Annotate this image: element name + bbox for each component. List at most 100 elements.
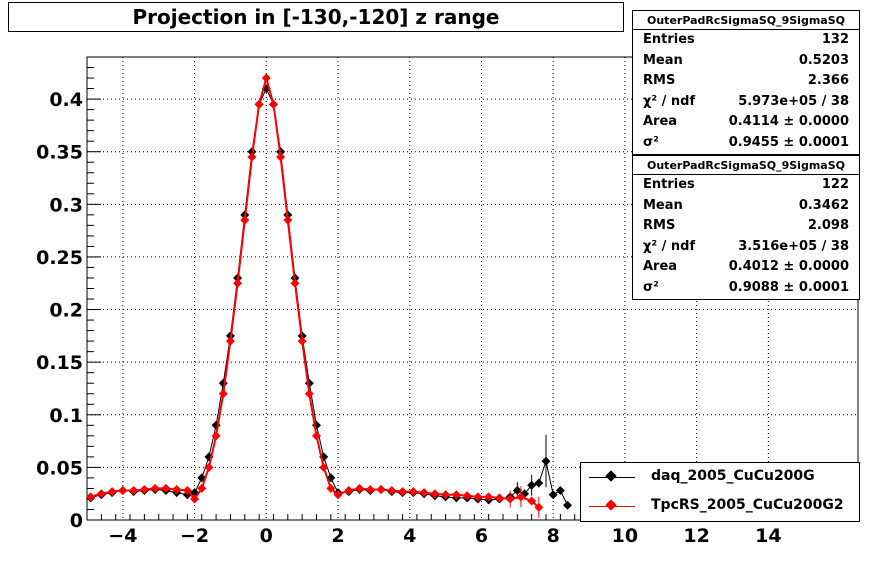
y-tick-label: 0.2 bbox=[49, 300, 83, 322]
series-line bbox=[90, 87, 568, 506]
stats-value: 0.9088 ± 0.0001 bbox=[728, 279, 849, 295]
chart-series bbox=[86, 73, 573, 518]
stats-label: Entries bbox=[643, 177, 695, 192]
x-tick-label: 12 bbox=[683, 525, 709, 547]
y-tick-label: 0.05 bbox=[36, 457, 83, 479]
x-tick-label: 4 bbox=[403, 525, 416, 547]
stats-label: RMS bbox=[643, 73, 676, 89]
data-point bbox=[451, 490, 461, 500]
data-point bbox=[283, 215, 293, 225]
data-point bbox=[139, 484, 149, 494]
data-point bbox=[182, 486, 192, 496]
legend-label-daq: daq_2005_CuCu200G bbox=[651, 468, 815, 484]
legend-marker-daq bbox=[605, 470, 617, 482]
stats-value: 0.4114 ± 0.0000 bbox=[728, 114, 849, 130]
stats-value: 5.973e+05 / 38 bbox=[738, 93, 849, 109]
stats-value: 0.9455 ± 0.0001 bbox=[728, 134, 849, 150]
data-point bbox=[430, 489, 440, 499]
data-point bbox=[268, 99, 278, 109]
data-point bbox=[297, 336, 307, 346]
data-point bbox=[319, 462, 329, 472]
data-point bbox=[527, 480, 537, 490]
stats-row-mean: Mean 0.3462 bbox=[633, 196, 859, 217]
data-point bbox=[218, 389, 228, 399]
stats-label: σ² bbox=[643, 279, 659, 295]
data-point bbox=[355, 483, 365, 493]
legend-label-tpcrs: TpcRS_2005_CuCu200G2 bbox=[651, 497, 844, 513]
data-point bbox=[118, 486, 128, 496]
chart-title: Projection in [-130,-120] z range bbox=[8, 2, 624, 32]
stats-row-mean: Mean 0.5203 bbox=[633, 51, 859, 72]
stats-value: 0.3462 bbox=[798, 197, 849, 213]
x-tick-label: 14 bbox=[755, 525, 781, 547]
stats-row-chi2: χ² / ndf 5.973e+05 / 38 bbox=[633, 92, 859, 113]
data-point bbox=[247, 152, 257, 162]
data-point bbox=[304, 378, 314, 388]
data-point bbox=[129, 486, 139, 496]
x-tick-label: −4 bbox=[108, 525, 137, 547]
y-tick-labels: 0 0.05 0.1 0.15 0.2 0.25 0.3 0.35 0.4 bbox=[36, 89, 83, 532]
data-point bbox=[398, 487, 408, 497]
data-point bbox=[254, 99, 264, 109]
stats-row-entries: Entries 132 bbox=[633, 30, 859, 51]
stats-label: σ² bbox=[643, 134, 659, 150]
x-tick-label: 10 bbox=[612, 525, 638, 547]
data-point bbox=[304, 389, 314, 399]
data-point bbox=[240, 215, 250, 225]
stats-row-area: Area 0.4012 ± 0.0000 bbox=[633, 257, 859, 278]
data-point bbox=[107, 487, 117, 497]
series-line bbox=[90, 74, 540, 509]
legend-marker-tpcrs bbox=[605, 499, 617, 511]
stats-row-area: Area 0.4114 ± 0.0000 bbox=[633, 112, 859, 133]
stats-box-tpcrs: OuterPadRcSigmaSQ_9SigmaSQ Entries 122 Me… bbox=[632, 155, 860, 300]
data-point bbox=[161, 483, 171, 493]
data-point bbox=[197, 483, 207, 493]
data-point bbox=[333, 490, 343, 500]
data-point bbox=[365, 484, 375, 494]
data-point bbox=[96, 489, 106, 499]
stats-label: RMS bbox=[643, 218, 676, 234]
stats-value: 0.5203 bbox=[798, 52, 849, 68]
x-tick-label: −2 bbox=[180, 525, 209, 547]
y-tick-label: 0.25 bbox=[36, 247, 83, 269]
data-point bbox=[86, 492, 96, 502]
chart-grid bbox=[87, 57, 858, 520]
data-point bbox=[548, 490, 558, 500]
stats-row-chi2: χ² / ndf 3.516e+05 / 38 bbox=[633, 237, 859, 258]
stats-box-title: OuterPadRcSigmaSQ_9SigmaSQ bbox=[633, 156, 859, 175]
data-point bbox=[211, 431, 221, 441]
data-point bbox=[276, 152, 286, 162]
x-tick-label: 0 bbox=[260, 525, 273, 547]
data-point bbox=[290, 278, 300, 288]
stats-row-sigma2: σ² 0.9455 ± 0.0001 bbox=[633, 133, 859, 154]
legend-item-daq: daq_2005_CuCu200G bbox=[581, 463, 859, 492]
stats-box-daq: OuterPadRcSigmaSQ_9SigmaSQ Entries 132 Me… bbox=[632, 10, 860, 155]
stats-box-title: OuterPadRcSigmaSQ_9SigmaSQ bbox=[633, 11, 859, 30]
data-point bbox=[419, 488, 429, 498]
stats-label: Area bbox=[643, 259, 678, 275]
stats-label: Mean bbox=[643, 197, 683, 213]
stats-value: 122 bbox=[821, 177, 849, 192]
stats-value: 0.4012 ± 0.0000 bbox=[728, 259, 849, 275]
data-point bbox=[563, 500, 573, 510]
data-point bbox=[512, 486, 522, 496]
legend-item-tpcrs: TpcRS_2005_CuCu200G2 bbox=[581, 492, 859, 521]
data-point bbox=[344, 486, 354, 496]
y-tick-label: 0 bbox=[70, 510, 83, 532]
data-point bbox=[555, 486, 565, 496]
y-tick-label: 0.35 bbox=[36, 142, 83, 164]
stats-row-entries: Entries 122 bbox=[633, 175, 859, 196]
y-tick-label: 0.3 bbox=[49, 194, 83, 216]
stats-label: Area bbox=[643, 114, 678, 130]
data-point bbox=[534, 502, 544, 512]
y-tick-label: 0.15 bbox=[36, 352, 83, 374]
stats-row-sigma2: σ² 0.9088 ± 0.0001 bbox=[633, 278, 859, 299]
data-point bbox=[516, 492, 526, 502]
data-point bbox=[534, 478, 544, 488]
x-tick-label: 2 bbox=[331, 525, 344, 547]
data-point bbox=[441, 490, 451, 500]
stats-label: Entries bbox=[643, 32, 695, 47]
series-daq bbox=[86, 84, 573, 510]
stats-label: χ² / ndf bbox=[643, 238, 696, 254]
